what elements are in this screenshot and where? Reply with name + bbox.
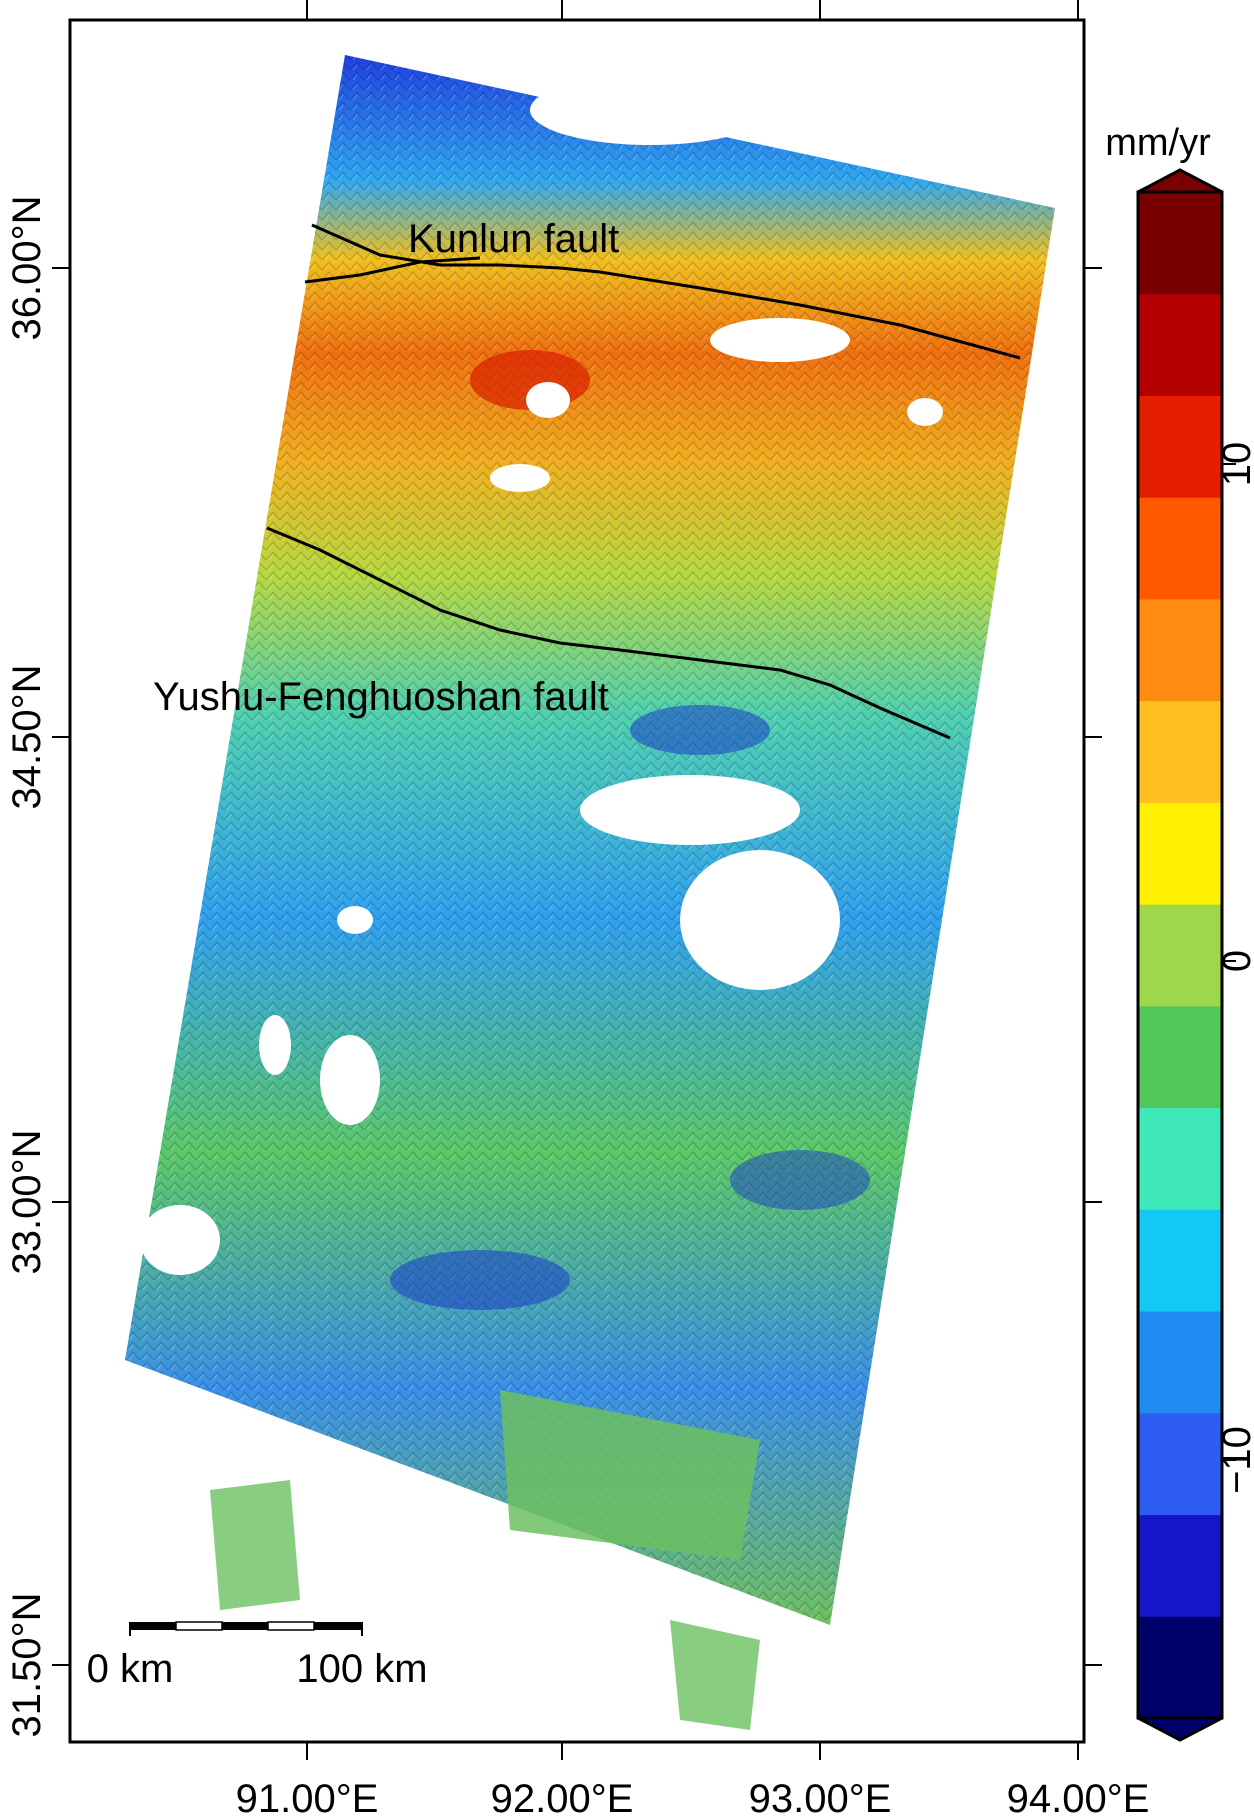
kunlun-fault-label: Kunlun fault <box>408 217 619 261</box>
lon-tick-label-94: 94.00°E <box>1007 1777 1150 1816</box>
colorbar-segment <box>1138 904 1222 1007</box>
lat-tick-label-33: 33.00°N <box>5 1130 49 1275</box>
colorbar-ticks <box>1222 463 1236 1461</box>
scale-bar <box>129 1621 363 1636</box>
scattered-coverage <box>210 1480 300 1610</box>
lon-tick-label-91: 91.00°E <box>236 1777 379 1816</box>
relief-shading <box>125 55 1055 1625</box>
lat-tick-label-31-5: 31.50°N <box>5 1593 49 1738</box>
colorbar-segment <box>1138 1412 1222 1516</box>
colorbar-segment <box>1138 497 1222 600</box>
colorbar-unit: mm/yr <box>1105 122 1211 164</box>
colorbar-segment <box>1138 1005 1222 1109</box>
no-data-patch <box>140 1205 220 1275</box>
colorbar-segment <box>1138 293 1222 396</box>
colorbar-segment <box>1138 395 1222 498</box>
no-data-patch <box>490 464 550 492</box>
no-data-patch <box>680 850 840 990</box>
no-data-patch <box>580 775 800 845</box>
colorbar-tick-label-0: 0 <box>1215 950 1254 972</box>
no-data-patch <box>710 318 850 362</box>
colorbar-segment <box>1138 1616 1222 1719</box>
subsidence-zone-3 <box>730 1150 870 1210</box>
kunlun-fault-trace <box>311 223 1021 360</box>
yushu-fault-trace <box>266 526 951 740</box>
lon-tick-label-92: 92.00°E <box>491 1777 634 1816</box>
lat-tick-label-36: 36.00°N <box>5 196 49 341</box>
subsidence-zone-2 <box>390 1250 570 1310</box>
colorbar-segment <box>1138 1311 1222 1414</box>
scattered-coverage <box>500 1390 760 1560</box>
colorbar-segment <box>1138 598 1222 702</box>
no-data-patch <box>530 75 770 145</box>
scale-bar-start-label: 0 km <box>87 1647 174 1691</box>
colorbar-tick-label-10: 10 <box>1215 442 1254 487</box>
no-data-patch <box>320 1035 380 1125</box>
lon-tick-label-93: 93.00°E <box>749 1777 892 1816</box>
colorbar <box>1138 192 1222 1719</box>
colorbar-segment <box>1138 192 1222 295</box>
scale-bar-end-label: 100 km <box>296 1647 427 1691</box>
no-data-patch <box>526 382 570 418</box>
lat-ticks <box>52 267 1102 1666</box>
colorbar-segment <box>1138 1514 1222 1617</box>
colorbar-tick-label-neg10: −10 <box>1215 1426 1254 1494</box>
colorbar-outline <box>1136 190 1224 1720</box>
colorbar-segment <box>1138 700 1222 803</box>
lon-ticks <box>306 0 1079 1760</box>
kunlun-fault-branch <box>304 256 481 284</box>
yushu-fault-label: Yushu-Fenghuoshan fault <box>153 675 609 719</box>
lat-tick-label-34-5: 34.50°N <box>5 665 49 810</box>
no-data-patch <box>259 1015 291 1075</box>
colorbar-max-triangle <box>1137 168 1223 194</box>
colorbar-segment <box>1138 1209 1222 1312</box>
no-data-patch <box>337 906 373 934</box>
colorbar-min-triangle <box>1137 1716 1223 1742</box>
subsidence-zone-1 <box>630 705 770 755</box>
scattered-coverage <box>670 1620 760 1730</box>
colorbar-segment <box>1138 1107 1222 1210</box>
colorbar-segment <box>1138 802 1222 905</box>
no-data-patch <box>907 398 943 426</box>
